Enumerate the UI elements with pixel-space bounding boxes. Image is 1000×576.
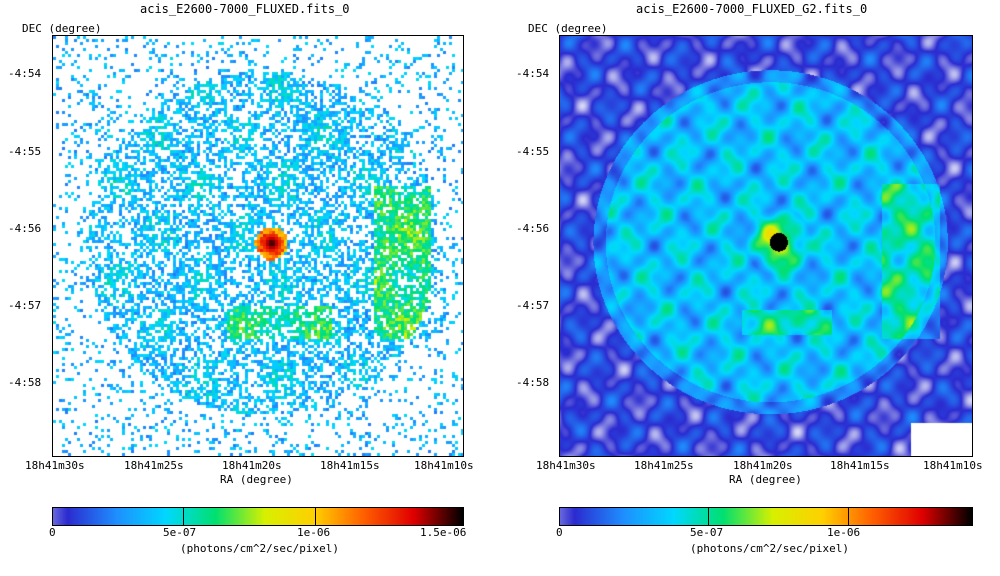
image-plot-right[interactable] bbox=[559, 35, 973, 457]
colorbar-tick-label: 1e-06 bbox=[297, 526, 331, 539]
colorbar-gradient bbox=[53, 508, 463, 525]
colorbar-tick-mark bbox=[848, 508, 849, 525]
ra-tick: 18h41m10s bbox=[923, 459, 983, 472]
dec-tick: -4:56 bbox=[8, 222, 42, 235]
ra-tick: 18h41m15s bbox=[830, 459, 890, 472]
ra-tick: 18h41m30s bbox=[25, 459, 85, 472]
ra-tick: 18h41m20s bbox=[222, 459, 282, 472]
ra-tick: 18h41m20s bbox=[733, 459, 793, 472]
dec-tick: -4:57 bbox=[516, 299, 550, 312]
ra-tick: 18h41m10s bbox=[414, 459, 474, 472]
ra-tick: 18h41m25s bbox=[124, 459, 184, 472]
colorbar-tick-label: 0 bbox=[556, 526, 563, 539]
image-plot-left[interactable] bbox=[52, 35, 464, 457]
ra-axis-label: RA (degree) bbox=[729, 473, 802, 486]
ra-axis-label: RA (degree) bbox=[220, 473, 293, 486]
dec-tick: -4:56 bbox=[516, 222, 550, 235]
dec-tick: -4:54 bbox=[8, 67, 42, 80]
fits-image-left[interactable] bbox=[53, 36, 463, 456]
colorbar-unit: (photons/cm^2/sec/pixel) bbox=[180, 542, 339, 555]
dec-tick: -4:54 bbox=[516, 67, 550, 80]
colorbar-gradient bbox=[560, 508, 972, 525]
dec-axis-label: DEC (degree) bbox=[528, 22, 608, 35]
colorbar-tick-label: 5e-07 bbox=[163, 526, 197, 539]
colorbar-tick-label: 0 bbox=[49, 526, 56, 539]
colorbar-tick-mark bbox=[708, 508, 709, 525]
colorbar-tick-label: 1e-06 bbox=[827, 526, 861, 539]
ra-tick: 18h41m25s bbox=[634, 459, 694, 472]
colorbar-tick-mark bbox=[183, 508, 184, 525]
colorbar-tick-mark bbox=[315, 508, 316, 525]
colorbar-right bbox=[559, 507, 973, 526]
ra-tick: 18h41m30s bbox=[536, 459, 596, 472]
colorbar-unit: (photons/cm^2/sec/pixel) bbox=[690, 542, 849, 555]
panel-title: acis_E2600-7000_FLUXED.fits_0 bbox=[140, 2, 350, 16]
panel-title: acis_E2600-7000_FLUXED_G2.fits_0 bbox=[636, 2, 868, 16]
colorbar-left bbox=[52, 507, 464, 526]
colorbar-tick-label: 5e-07 bbox=[690, 526, 724, 539]
dec-tick: -4:58 bbox=[8, 376, 42, 389]
colorbar-tick-label: 1.5e-06 bbox=[420, 526, 467, 539]
dec-tick: -4:55 bbox=[8, 145, 42, 158]
dec-tick: -4:55 bbox=[516, 145, 550, 158]
ra-tick: 18h41m15s bbox=[320, 459, 380, 472]
dec-tick: -4:58 bbox=[516, 376, 550, 389]
dec-tick: -4:57 bbox=[8, 299, 42, 312]
fits-image-right[interactable] bbox=[560, 36, 972, 456]
dec-axis-label: DEC (degree) bbox=[22, 22, 102, 35]
